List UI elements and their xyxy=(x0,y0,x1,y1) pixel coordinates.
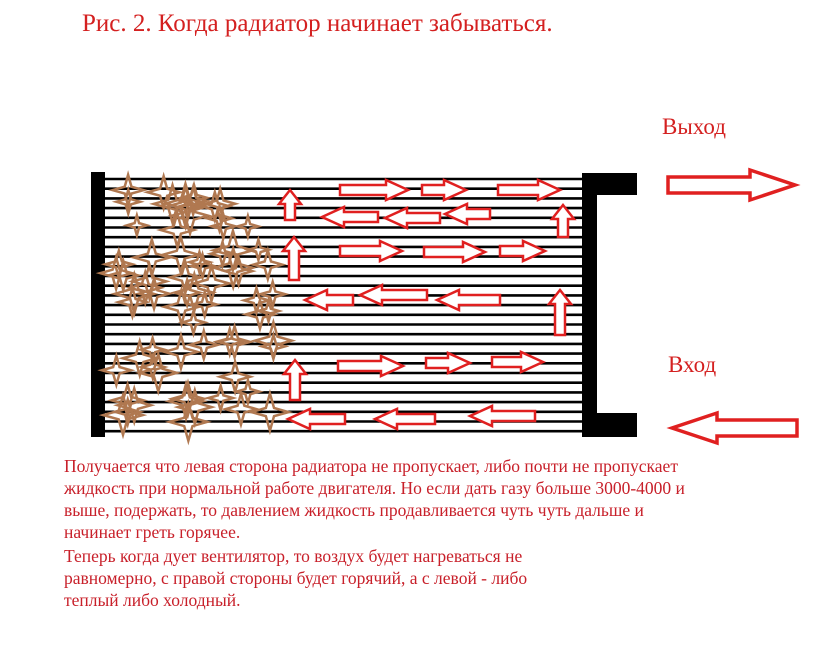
flow-arrow-up xyxy=(280,234,308,282)
explanation-paragraph-1: Получается что левая сторона радиатора н… xyxy=(64,456,685,542)
flow-arrow-right xyxy=(336,354,407,378)
flow-arrow-right xyxy=(420,178,470,202)
deposit-star xyxy=(113,384,156,427)
flow-arrow-up xyxy=(546,287,574,337)
deposit-star xyxy=(243,234,274,265)
deposit-star xyxy=(185,326,223,364)
flow-arrow-right xyxy=(424,351,474,375)
deposit-star xyxy=(248,245,287,284)
deposit-star xyxy=(246,388,294,436)
deposit-star xyxy=(212,324,247,359)
deposit-star xyxy=(136,351,169,383)
deposit-star xyxy=(232,211,263,242)
flow-arrow-left xyxy=(318,205,380,229)
deposit-clogging xyxy=(95,170,297,446)
deposit-star xyxy=(189,261,234,306)
deposit-star xyxy=(164,398,212,446)
deposit-star xyxy=(177,306,210,339)
deposit-star xyxy=(255,277,290,312)
deposit-star xyxy=(239,283,274,318)
flow-arrow-right xyxy=(498,239,549,263)
deposit-star xyxy=(206,209,240,243)
deposit-star xyxy=(111,185,145,219)
deposit-star xyxy=(184,247,215,277)
flow-arrow-up xyxy=(276,187,304,222)
flow-arrow-left xyxy=(356,283,429,307)
deposit-star xyxy=(161,179,210,228)
deposit-star xyxy=(158,232,204,278)
deposit-star xyxy=(110,394,145,429)
flow-arrow-right xyxy=(496,178,564,202)
deposit-star xyxy=(209,243,258,292)
left-tank xyxy=(91,172,105,437)
deposit-star xyxy=(143,171,185,213)
deposit-star xyxy=(129,235,175,281)
deposit-star xyxy=(97,351,136,390)
deposit-star xyxy=(127,259,171,303)
flow-arrow-up xyxy=(281,357,309,402)
flow-arrow-left xyxy=(666,410,799,446)
flow-arrow-left xyxy=(441,202,492,226)
flow-arrows xyxy=(276,167,801,446)
deposit-star xyxy=(122,210,152,240)
deposit-star xyxy=(107,379,149,421)
inlet-label: Вход xyxy=(668,352,717,377)
flow-arrow-left xyxy=(301,288,355,312)
deposit-star xyxy=(165,257,206,298)
deposit-star xyxy=(257,330,290,363)
outlet-label: Выход xyxy=(662,114,726,139)
flow-arrow-right xyxy=(338,239,406,263)
deposit-star xyxy=(196,187,234,225)
deposit-star xyxy=(253,296,284,326)
deposit-star xyxy=(118,336,162,380)
flow-arrow-right xyxy=(422,240,489,264)
right-tank xyxy=(582,173,637,437)
deposit-star xyxy=(108,170,149,211)
deposit-star xyxy=(164,379,208,424)
flow-arrow-right xyxy=(490,350,547,374)
deposit-star xyxy=(104,256,143,295)
deposit-star xyxy=(188,288,222,321)
deposit-star xyxy=(159,285,204,329)
deposit-star xyxy=(174,182,212,219)
deposit-star xyxy=(208,226,258,275)
flow-arrow-right xyxy=(666,167,801,203)
flow-arrow-left xyxy=(466,404,537,428)
deposit-star xyxy=(159,330,203,373)
figure-title: Рис. 2. Когда радиатор начинает забывать… xyxy=(82,10,553,37)
flow-arrow-left xyxy=(284,407,347,431)
flow-arrow-left xyxy=(433,288,502,312)
deposit-star xyxy=(135,349,182,397)
explanation-paragraph-2: Теперь когда дует вентилятор, то воздух … xyxy=(64,546,528,610)
deposit-star xyxy=(203,381,238,415)
flow-arrow-up xyxy=(549,202,577,239)
deposit-star xyxy=(220,389,262,430)
deposit-star xyxy=(231,375,264,408)
deposit-star xyxy=(156,208,199,252)
deposit-star xyxy=(113,283,152,321)
deposit-star xyxy=(95,252,137,294)
flow-arrow-right xyxy=(338,178,412,202)
flow-arrow-left xyxy=(381,206,442,230)
deposit-star xyxy=(149,180,196,228)
deposit-star xyxy=(215,357,255,397)
flow-arrow-left xyxy=(371,407,437,431)
